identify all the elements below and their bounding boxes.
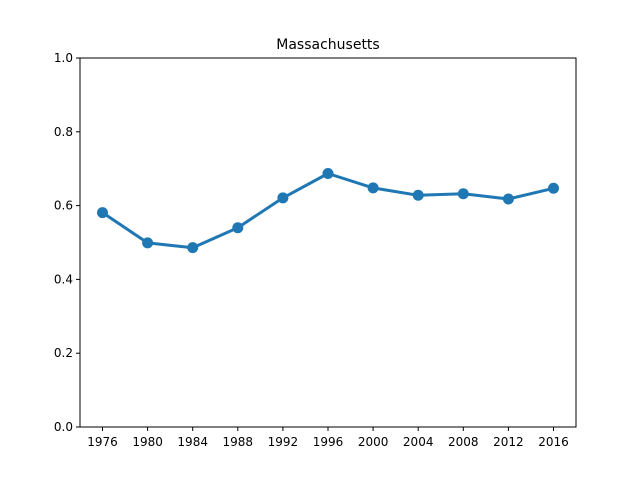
data-point	[457, 188, 469, 200]
data-point	[232, 222, 244, 234]
x-tick-label: 1996	[313, 435, 344, 449]
y-tick-label: 1.0	[54, 51, 73, 65]
y-tick-label: 0.2	[54, 346, 73, 360]
x-tick-label: 2004	[403, 435, 434, 449]
x-tick-label: 1992	[268, 435, 299, 449]
y-tick-label: 0.6	[54, 199, 73, 213]
data-point	[142, 237, 154, 249]
data-point	[97, 207, 108, 219]
x-tick-label: 1980	[132, 435, 163, 449]
chart-title: Massachusetts	[276, 37, 379, 53]
x-tick-label: 1984	[177, 435, 208, 449]
data-point	[367, 182, 379, 194]
data-point	[502, 193, 514, 205]
data-point	[322, 167, 334, 179]
axes-frame	[79, 57, 577, 428]
x-tick-label: 2008	[448, 435, 479, 449]
data-point	[548, 182, 559, 194]
y-tick-label: 0.4	[54, 272, 73, 286]
data-point	[412, 189, 424, 201]
y-tick-label: 0.8	[54, 125, 73, 139]
y-tick-label: 0.0	[54, 420, 73, 434]
x-tick-label: 2016	[538, 435, 569, 449]
series-line	[101, 172, 555, 250]
data-point	[187, 242, 199, 254]
x-tick-label: 2000	[358, 435, 389, 449]
x-tick-label: 1988	[223, 435, 254, 449]
x-tick-label: 1976	[87, 435, 118, 449]
x-tick-label: 2012	[493, 435, 524, 449]
data-point	[277, 192, 289, 204]
plot-area: 0.0 0.2 0.4 0.6 0.8 1.0 1976 1980 1984 1988 1992 19…	[54, 51, 569, 449]
